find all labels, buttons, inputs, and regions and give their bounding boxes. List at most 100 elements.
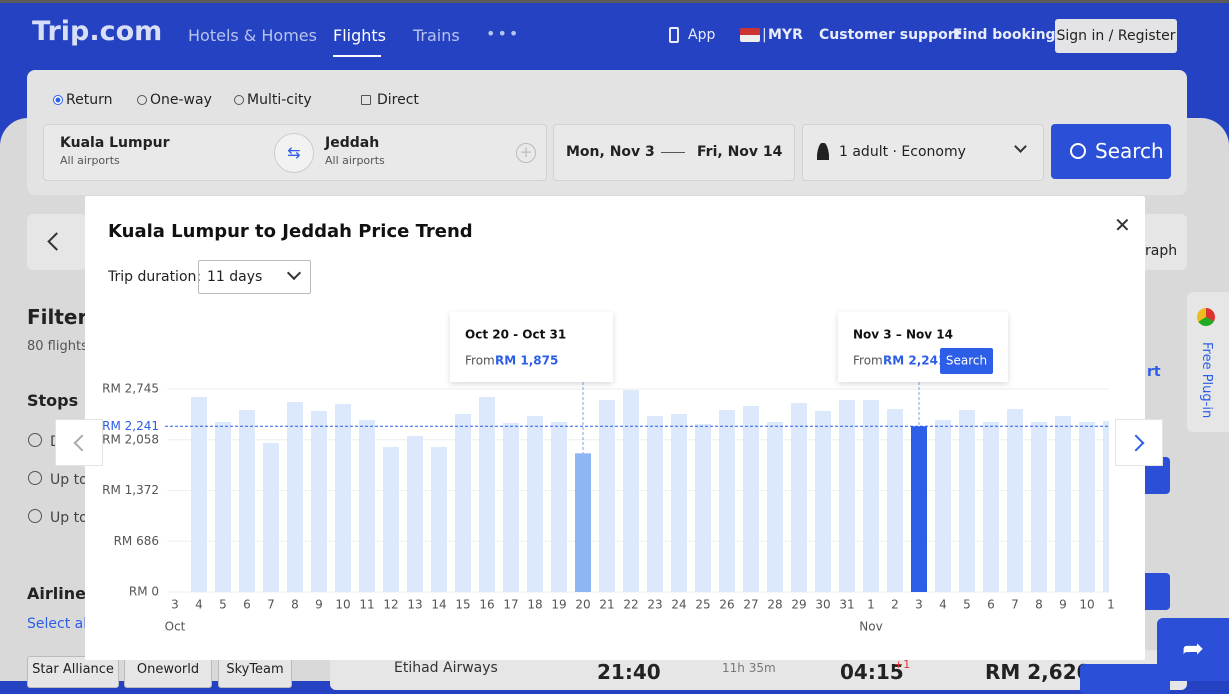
bar[interactable] <box>935 419 951 592</box>
stop-option[interactable]: Up to <box>28 509 88 526</box>
support-link[interactable]: Customer support <box>819 27 962 43</box>
to-city: Jeddah <box>325 135 380 151</box>
trip-type[interactable]: Return <box>53 92 112 108</box>
x-tick-label: 17 <box>503 598 518 612</box>
bar[interactable] <box>959 410 975 592</box>
select-all[interactable]: Select all <box>27 616 91 632</box>
bar[interactable] <box>623 390 639 592</box>
x-tick-label: 6 <box>987 598 995 612</box>
stop-option[interactable]: Up to <box>28 471 88 488</box>
x-tick-label: 4 <box>939 598 947 612</box>
graph-link[interactable]: raph <box>1145 243 1178 259</box>
x-tick-label: 12 <box>383 598 398 612</box>
alliance-chip[interactable]: Oneworld <box>124 656 212 688</box>
bar[interactable] <box>767 421 783 592</box>
bar[interactable] <box>503 423 519 592</box>
trip-type-label: Multi-city <box>247 92 312 108</box>
flight-count: 80 flights <box>27 339 88 354</box>
next-arrow[interactable] <box>1115 419 1163 466</box>
trip-type[interactable]: Multi-city <box>234 92 312 108</box>
duration-select[interactable]: 11 days <box>198 260 311 294</box>
swap-button[interactable]: ⇆ <box>274 133 314 173</box>
add-button[interactable]: + <box>516 143 536 163</box>
nav-link[interactable]: Hotels & Homes <box>188 26 317 45</box>
bar[interactable] <box>575 453 591 592</box>
bar[interactable] <box>383 446 399 592</box>
bar[interactable] <box>527 415 543 592</box>
bookings-link[interactable]: Find bookings <box>953 27 1064 43</box>
x-tick-label: 20 <box>575 598 590 612</box>
bar[interactable] <box>359 419 375 592</box>
duration: 11h 35m <box>722 661 776 675</box>
nav-underline <box>333 55 381 57</box>
app-link[interactable]: App <box>688 27 716 43</box>
bar[interactable] <box>719 410 735 592</box>
bar[interactable] <box>335 404 351 592</box>
bar[interactable] <box>407 435 423 592</box>
tooltip-from: From <box>465 354 495 368</box>
tooltip-search-button[interactable] <box>940 348 993 374</box>
tooltip <box>450 312 613 382</box>
more-menu[interactable]: ••• <box>486 24 521 43</box>
bar[interactable] <box>839 400 855 592</box>
depart-date: Mon, Nov 3 <box>566 144 655 160</box>
bar[interactable] <box>215 421 231 592</box>
close-button[interactable]: ✕ <box>1114 213 1131 237</box>
bar[interactable] <box>1055 415 1071 592</box>
alliance-chip[interactable]: SkyTeam <box>218 656 292 688</box>
nav-link[interactable]: Trains <box>413 26 460 45</box>
bar[interactable] <box>1079 421 1095 592</box>
bar[interactable] <box>551 421 567 592</box>
bar[interactable] <box>791 403 807 592</box>
bar[interactable] <box>1103 421 1119 592</box>
bar[interactable] <box>239 410 255 592</box>
bar[interactable] <box>1007 409 1023 592</box>
date-separator <box>661 152 685 153</box>
bar[interactable] <box>743 406 759 592</box>
sort-link[interactable]: rt <box>1147 364 1161 380</box>
back-card <box>27 214 87 270</box>
alliance-chip[interactable]: Star Alliance <box>27 656 119 688</box>
direct-label: Direct <box>377 92 419 108</box>
bar[interactable] <box>599 400 615 592</box>
bar[interactable] <box>287 402 303 592</box>
prev-arrow[interactable] <box>55 419 103 466</box>
nav-link[interactable]: Flights <box>333 26 386 45</box>
direct-checkbox[interactable]: Direct <box>361 92 419 108</box>
bar[interactable] <box>887 409 903 592</box>
bar[interactable] <box>311 410 327 592</box>
bar[interactable] <box>911 426 927 592</box>
day-offset: +1 <box>894 658 911 671</box>
bar[interactable] <box>815 410 831 592</box>
x-tick-label: 8 <box>291 598 299 612</box>
share-button[interactable]: ➦ <box>1157 618 1229 681</box>
passenger-field[interactable] <box>802 124 1044 181</box>
bar[interactable] <box>671 413 687 592</box>
stops-title: Stops <box>27 391 79 410</box>
stop-label: Up to <box>50 510 88 526</box>
trip-type[interactable]: One-way <box>137 92 212 108</box>
bar[interactable] <box>431 446 447 592</box>
logo[interactable]: Trip.com <box>32 16 163 47</box>
y-tick-label: RM 2,058 <box>102 432 159 446</box>
chrome-icon <box>1197 308 1215 326</box>
bar[interactable] <box>1031 421 1047 592</box>
currency[interactable]: MYR <box>768 27 803 43</box>
x-tick-label: 26 <box>719 598 734 612</box>
bar[interactable] <box>455 413 471 592</box>
x-tick-label: 9 <box>315 598 323 612</box>
bar[interactable] <box>191 396 207 592</box>
sign-in-button[interactable]: Sign in / Register <box>1055 19 1177 53</box>
bar[interactable] <box>863 400 879 592</box>
bar[interactable] <box>695 423 711 592</box>
x-tick-label: 30 <box>815 598 830 612</box>
x-tick-label: 7 <box>267 598 275 612</box>
bar[interactable] <box>647 415 663 592</box>
search-button[interactable]: Search <box>1051 124 1171 179</box>
bar[interactable] <box>983 421 999 592</box>
bar[interactable] <box>263 442 279 592</box>
x-tick-label: 25 <box>695 598 710 612</box>
select-button[interactable] <box>1140 573 1170 610</box>
bar[interactable] <box>479 396 495 592</box>
tooltip-price: RM 2,241 <box>883 354 946 368</box>
